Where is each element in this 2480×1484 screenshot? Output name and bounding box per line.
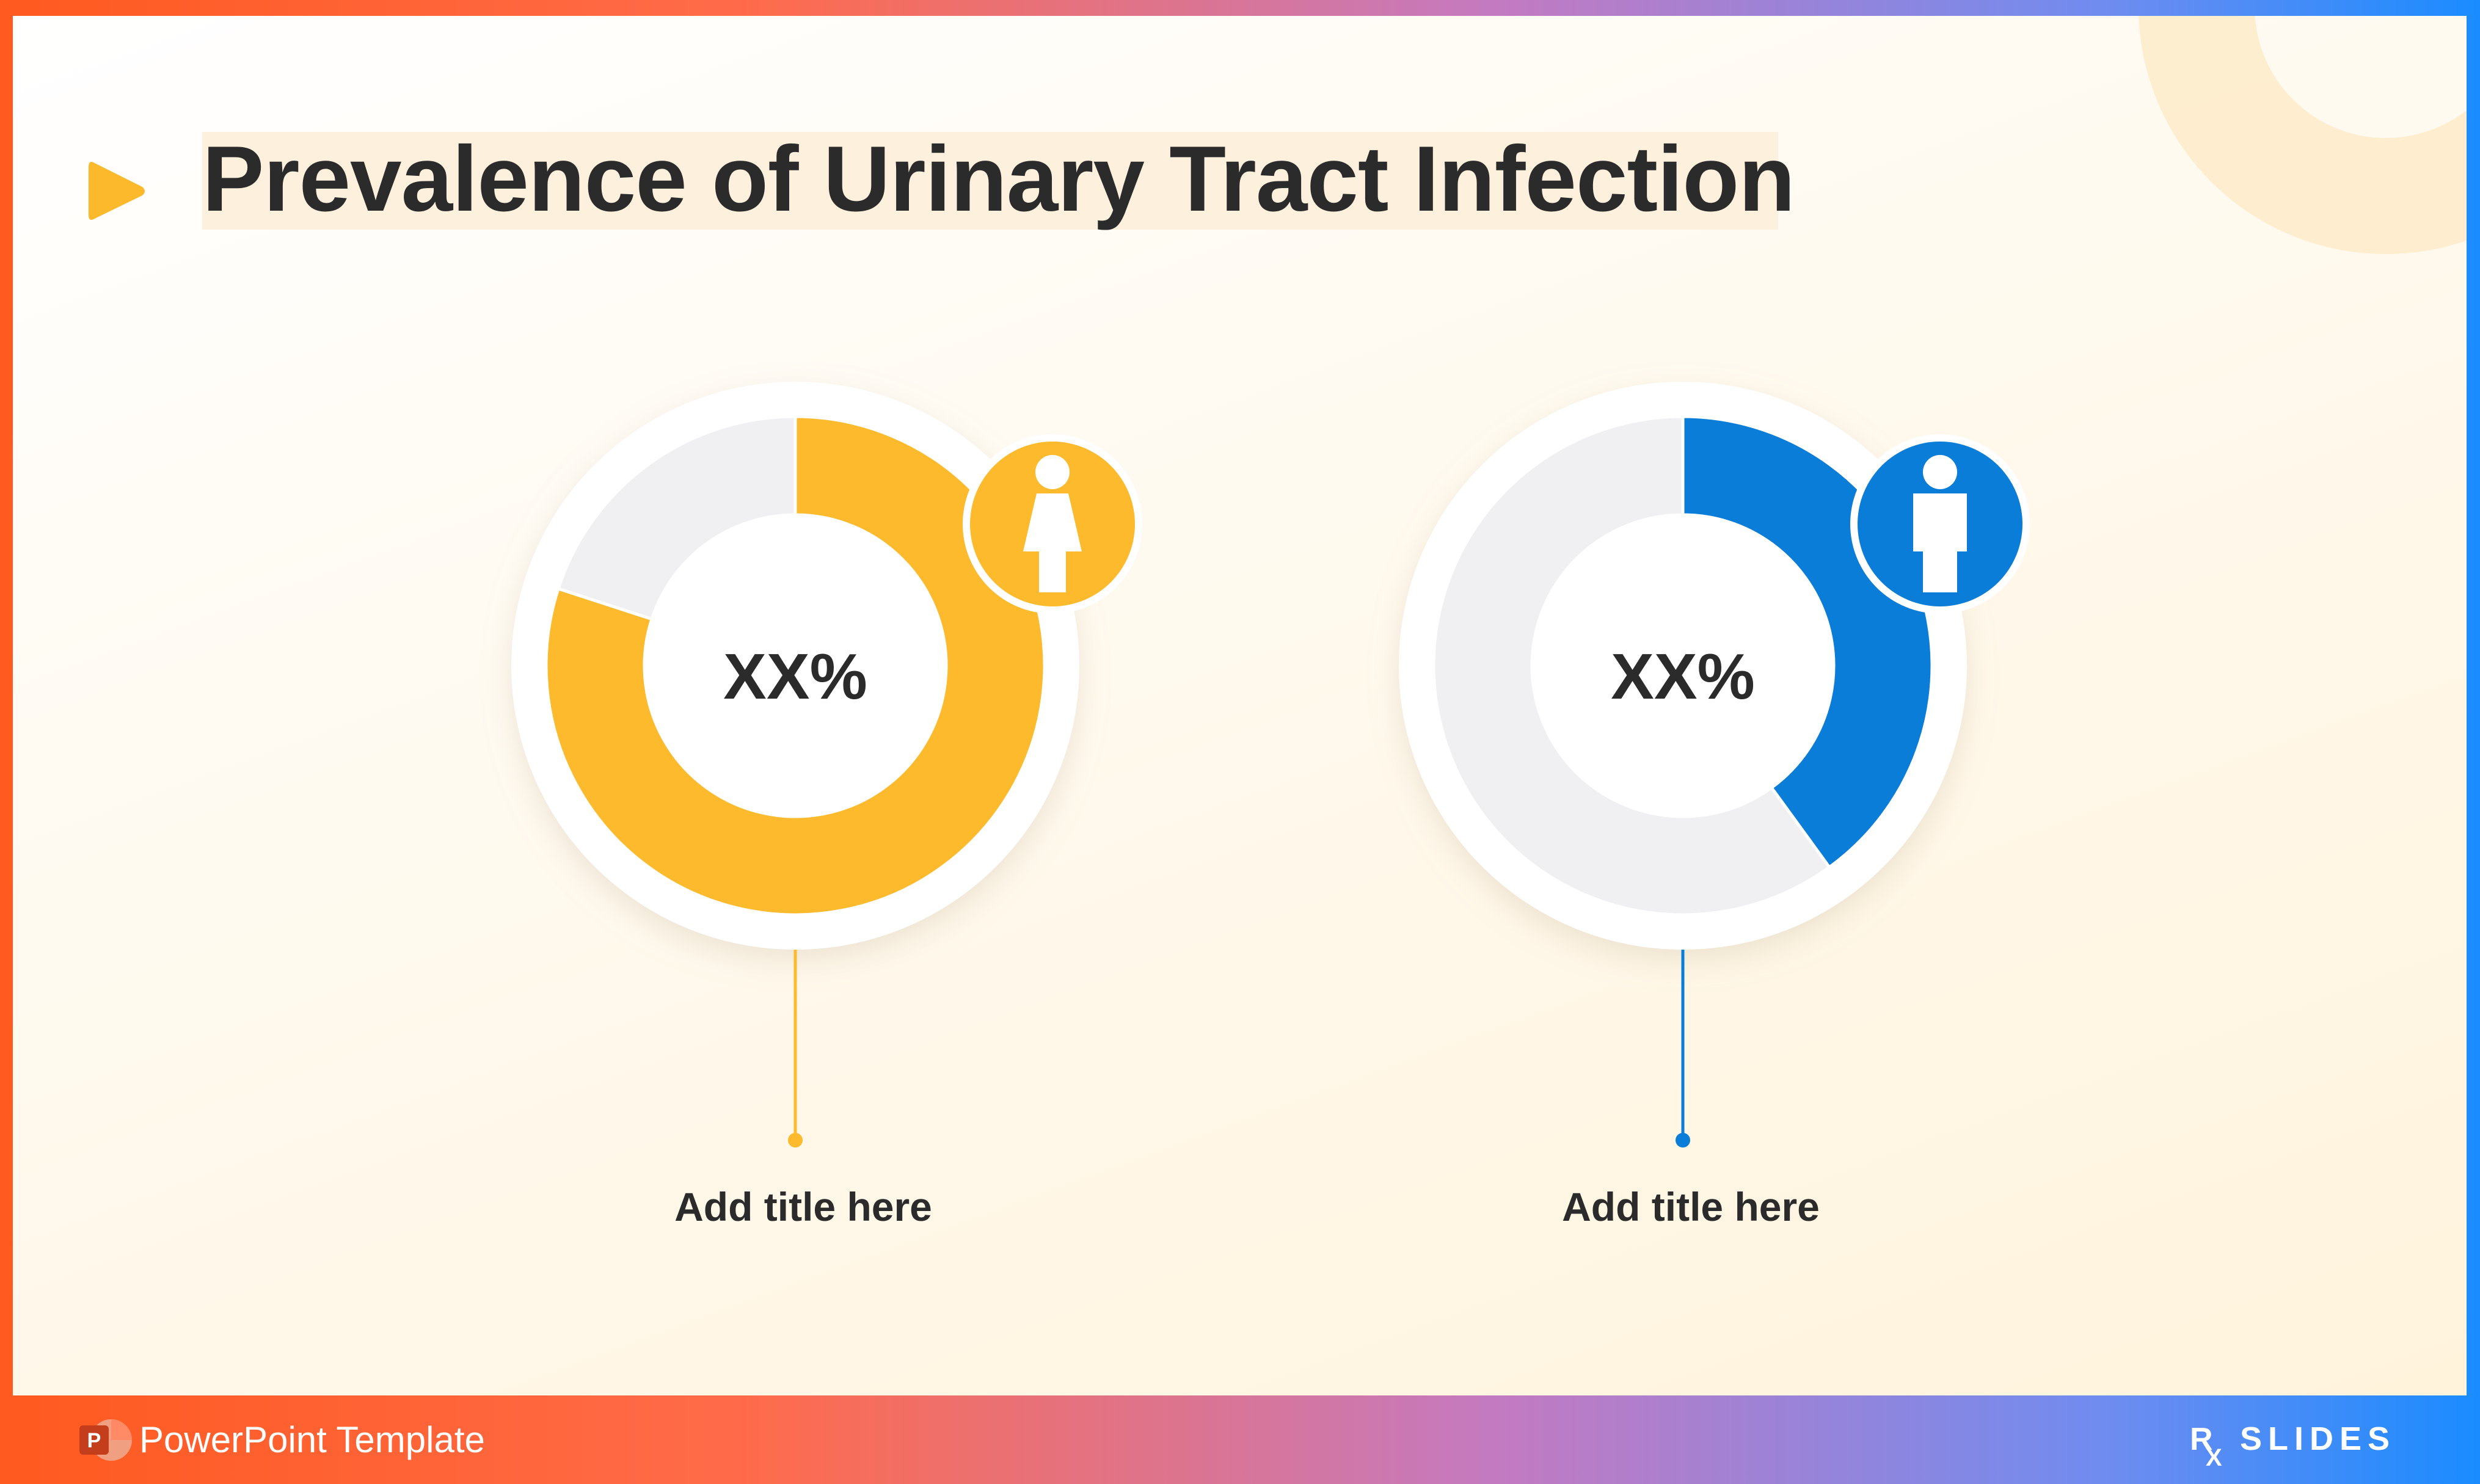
- male-person-icon: [1913, 455, 1967, 592]
- page-title: Prevalence of Urinary Tract Infection: [202, 127, 1795, 231]
- category-label-female: Add title here: [674, 1184, 932, 1229]
- donut-chart-male: [1399, 382, 2030, 1148]
- donut-charts: [511, 382, 2030, 1148]
- connector-dot-female: [788, 1133, 803, 1148]
- donut-center-female: [644, 515, 946, 817]
- connector-dot-male: [1676, 1133, 1690, 1148]
- category-label-male: Add title here: [1562, 1184, 1820, 1229]
- svg-text:P: P: [87, 1429, 101, 1452]
- percent-label-male: XX%: [1611, 641, 1755, 713]
- brand-logo: R X SLIDES: [2190, 1420, 2396, 1469]
- slide: Prevalence of Urinary Tract Infection XX…: [13, 16, 2467, 1395]
- female-person-icon: [1023, 455, 1082, 592]
- play-icon: [89, 162, 145, 220]
- percent-label-female: XX%: [723, 641, 867, 713]
- svg-text:R: R: [2190, 1422, 2213, 1457]
- title-highlight: [202, 132, 1778, 230]
- powerpoint-icon: P: [79, 1419, 132, 1461]
- svg-text:SLIDES: SLIDES: [2240, 1420, 2396, 1457]
- svg-text:X: X: [2206, 1444, 2222, 1469]
- donut-center-male: [1532, 515, 1834, 817]
- donut-chart-female: [511, 382, 1142, 1148]
- footer-template-label: PowerPoint Template: [139, 1419, 485, 1460]
